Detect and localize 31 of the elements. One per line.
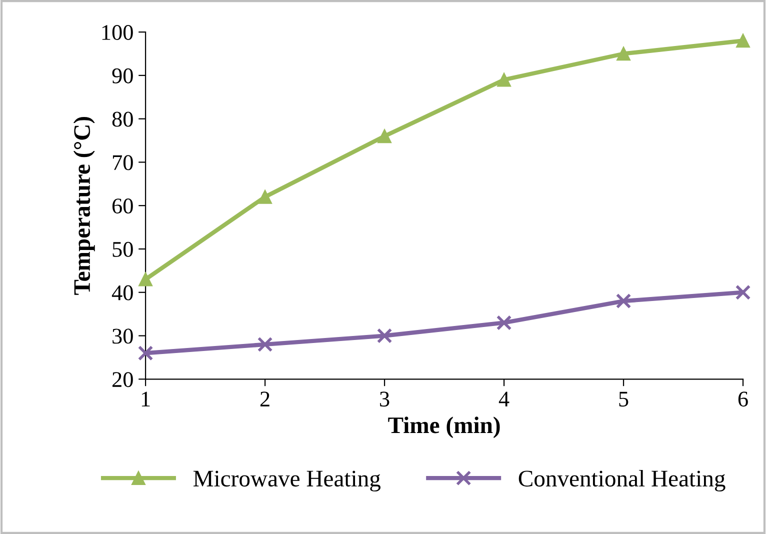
y-tick-label: 80 (112, 112, 133, 127)
point (378, 129, 392, 144)
y-tick-label: 20 (112, 372, 133, 388)
y-tick-label: 90 (112, 68, 133, 84)
point (138, 345, 154, 361)
point (735, 284, 751, 300)
point (138, 272, 152, 286)
point (376, 328, 392, 344)
y-tick-label: 100 (102, 24, 133, 40)
x-tick-label: 2 (260, 392, 270, 406)
x-axis-title: Time (min) (388, 416, 500, 438)
point (496, 315, 512, 330)
y-tick-label: 30 (112, 328, 133, 344)
legend-label: Microwave Heating (193, 470, 380, 492)
x-tick-label: 5 (619, 392, 628, 407)
x-tick-label: 4 (498, 392, 510, 406)
point (257, 336, 273, 352)
x-tick-label: 3 (380, 392, 390, 407)
point (258, 190, 272, 204)
point (616, 46, 630, 61)
y-tick-label: 70 (112, 155, 133, 170)
point (616, 293, 632, 309)
point (497, 72, 511, 87)
x-tick-label: 1 (142, 392, 150, 406)
legend-label: Conventional Heating (518, 470, 726, 492)
y-tick-label: 50 (112, 242, 133, 257)
y-tick-label: 60 (112, 198, 133, 214)
point (736, 34, 750, 48)
y-tick-label: 40 (112, 285, 133, 300)
x-tick-label: 6 (738, 392, 748, 407)
y-axis-title: Temperature (°C) (73, 116, 95, 295)
